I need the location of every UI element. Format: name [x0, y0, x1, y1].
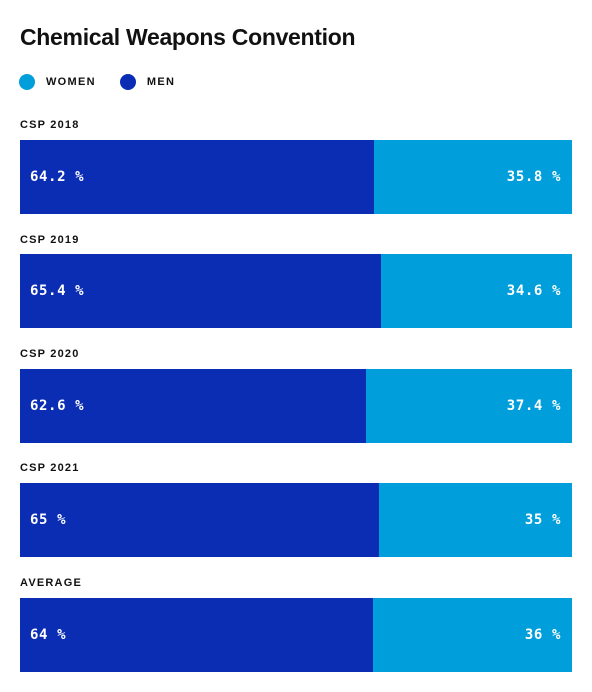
value-label-women-csp-2019: 34.6 %	[506, 283, 561, 299]
value-label-men-csp-2019: 65.4 %	[30, 283, 85, 299]
bar-row-average: 64 % 36 %	[20, 598, 572, 672]
value-label-men-csp-2018: 64.2 %	[30, 169, 85, 185]
bar-row-csp-2018: 64.2 % 35.8 %	[20, 140, 572, 214]
bar-segment-women-csp-2018: 35.8 %	[374, 140, 572, 214]
legend-label-women: WOMEN	[46, 76, 96, 88]
bar-segment-men-csp-2020: 62.6 %	[20, 369, 366, 443]
legend-item-women: WOMEN	[19, 74, 96, 90]
bar-segment-women-average: 36 %	[373, 598, 572, 672]
category-label-csp-2019: CSP 2019	[20, 234, 80, 246]
value-label-women-average: 36 %	[524, 627, 561, 643]
legend: WOMEN MEN	[19, 73, 199, 91]
value-label-men-csp-2020: 62.6 %	[30, 398, 85, 414]
bar-segment-women-csp-2021: 35 %	[378, 483, 572, 557]
legend-label-men: MEN	[146, 76, 176, 88]
category-label-csp-2020: CSP 2020	[20, 348, 80, 360]
bar-segment-women-csp-2020: 37.4 %	[365, 369, 572, 443]
bar-segment-men-average: 64 %	[20, 598, 374, 672]
men-circle-icon	[119, 74, 136, 90]
women-circle-icon	[19, 74, 35, 90]
bar-segment-men-csp-2019: 65.4 %	[20, 254, 381, 328]
value-label-women-csp-2020: 37.4 %	[506, 398, 561, 414]
value-label-men-csp-2021: 65 %	[30, 512, 67, 528]
bar-row-csp-2019: 65.4 % 34.6 %	[20, 254, 572, 328]
legend-item-men: MEN	[119, 74, 176, 90]
bar-row-csp-2020: 62.6 % 37.4 %	[20, 369, 572, 443]
bar-segment-women-csp-2019: 34.6 %	[381, 254, 572, 328]
bar-segment-men-csp-2021: 65 %	[20, 483, 379, 557]
category-label-average: AVERAGE	[20, 577, 82, 589]
value-label-women-csp-2018: 35.8 %	[506, 169, 561, 185]
category-label-csp-2018: CSP 2018	[20, 119, 80, 131]
bar-row-csp-2021: 65 % 35 %	[20, 483, 572, 557]
value-label-men-average: 64 %	[30, 627, 67, 643]
value-label-women-csp-2021: 35 %	[524, 512, 561, 528]
chart-title: Chemical Weapons Convention	[20, 24, 356, 50]
bar-segment-men-csp-2018: 64.2 %	[20, 140, 375, 214]
category-label-csp-2021: CSP 2021	[20, 462, 80, 474]
